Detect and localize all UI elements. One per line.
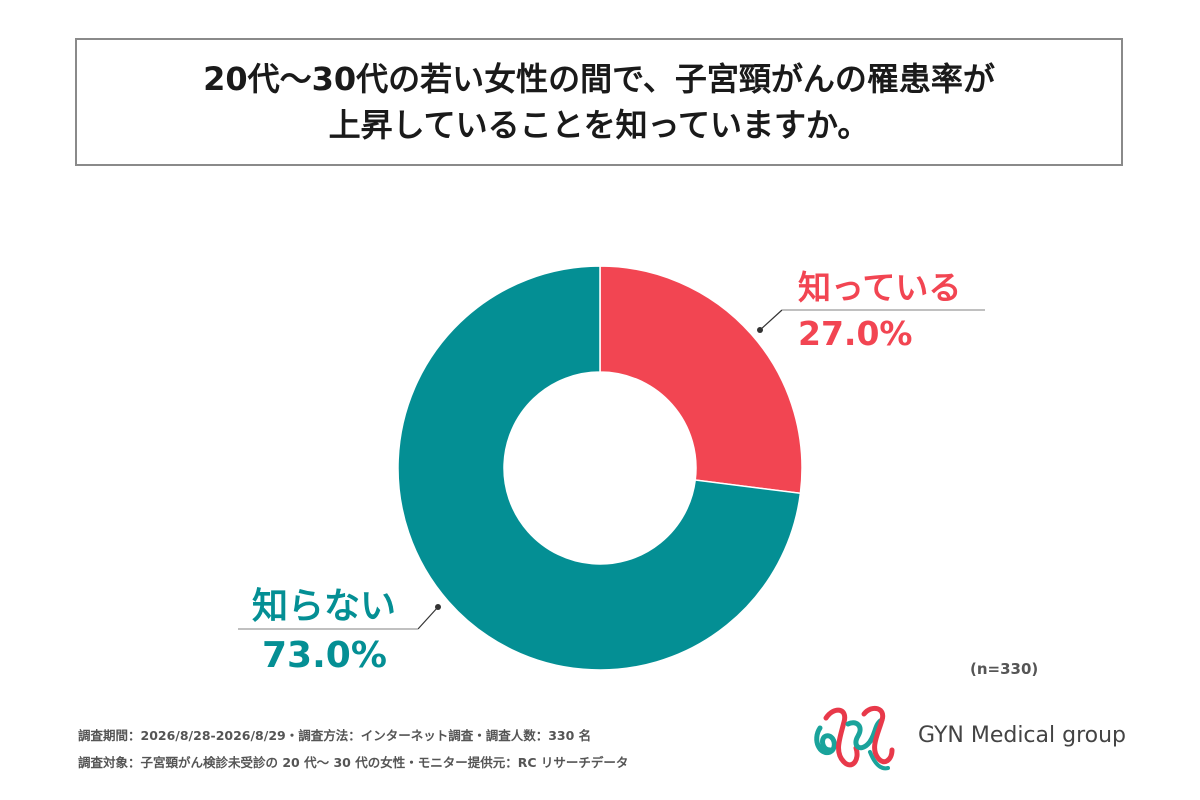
label-not-know-name: 知らない [252,586,396,627]
title-line-1: 20代～30代の若い女性の間で、子宮頸がんの罹患率が [203,59,995,98]
brand-name: GYN Medical group [918,723,1127,748]
label-not-know-dot [435,604,441,610]
donut-slice-knows [599,265,803,495]
footer-line-2: 調査対象：子宮頸がん検診未受診の 20 代～ 30 代の女性・モニター提供元：R… [78,755,629,770]
gyn-logo-icon [814,705,895,771]
label-knows-dot [757,327,763,333]
footer-line-1: 調査期間：2026/8/28-2026/8/29・調査方法：インターネット調査・… [78,728,592,743]
brand: GYN Medical group [808,690,1128,785]
label-knows-pct: 27.0% [798,314,913,353]
label-not-know: 知らない 73.0% [238,586,441,676]
label-not-know-leader [417,606,439,630]
title-line-2: 上昇していることを知っていますか。 [328,106,870,144]
title-box: 20代～30代の若い女性の間で、子宮頸がんの罹患率が 上昇していることを知ってい… [75,38,1123,166]
donut-slices [397,265,803,671]
survey-footer: 調査期間：2026/8/28-2026/8/29・調査方法：インターネット調査・… [78,722,628,776]
label-knows-name: 知っている [798,268,961,307]
label-knows-leader [759,309,783,331]
label-knows: 知っている 27.0% [757,268,985,353]
label-not-know-pct: 73.0% [262,635,387,676]
sample-size-note: (n=330) [970,660,1039,678]
donut-slice-not-know [397,265,802,671]
